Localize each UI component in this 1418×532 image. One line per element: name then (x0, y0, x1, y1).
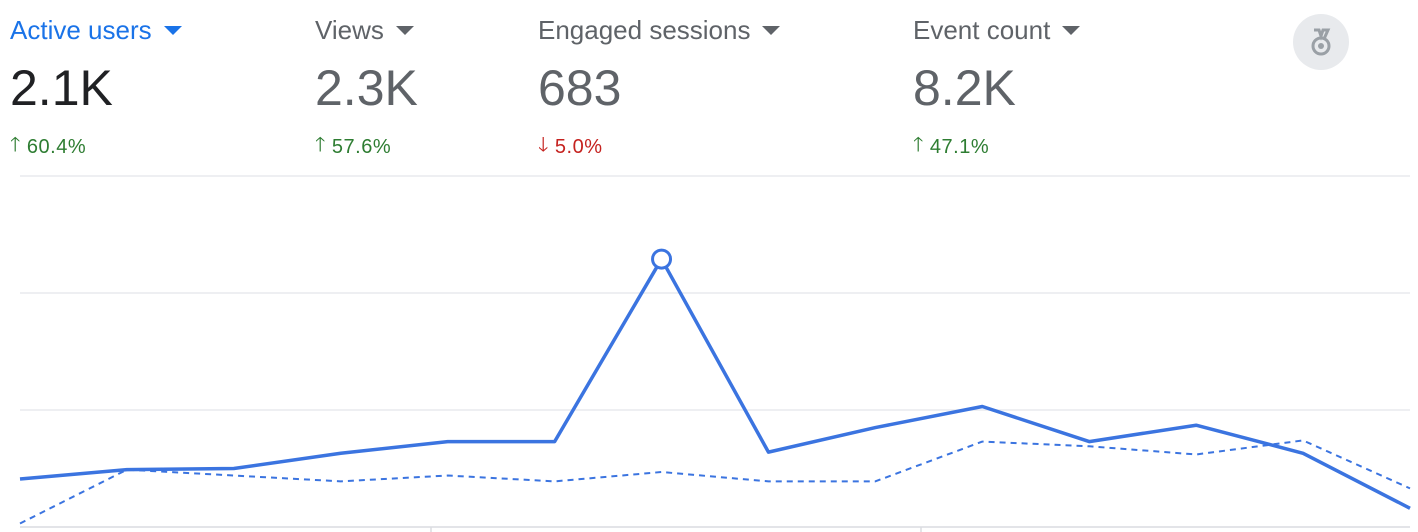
arrow-up-icon: 🡑 (315, 134, 326, 156)
series-previous (19, 439, 1411, 525)
metric-value: 2.3K (315, 60, 418, 116)
change-value: 60.4% (26, 135, 87, 158)
metric-selector[interactable]: Views (315, 12, 418, 48)
change-value: 47.1% (929, 135, 990, 158)
metric-engaged-sessions[interactable]: Engaged sessions 683 🡓 5.0% (538, 12, 781, 164)
caret-down-icon (762, 25, 781, 35)
change-value: 5.0% (554, 135, 603, 158)
caret-down-icon (1062, 25, 1081, 35)
metric-selector[interactable]: Event count (913, 12, 1081, 48)
metric-value: 8.2K (913, 60, 1016, 116)
change-value: 57.6% (331, 135, 392, 158)
metric-label: Active users (10, 14, 152, 45)
metric-change: 🡓 5.0% (538, 130, 780, 164)
metric-label: Engaged sessions (538, 14, 751, 45)
caret-down-icon (163, 25, 182, 35)
series-current (19, 257, 1411, 510)
metric-event-count[interactable]: Event count 8.2K 🡑 47.1% (913, 12, 1081, 164)
arrow-down-icon: 🡓 (538, 134, 549, 156)
metric-label: Views (315, 14, 384, 45)
metric-active-users[interactable]: Active users 2.1K 🡑 60.4% (10, 12, 182, 164)
metric-change: 🡑 47.1% (913, 130, 1080, 164)
caret-down-icon (395, 25, 414, 35)
metric-value: 2.1K (10, 60, 113, 116)
arrow-up-icon: 🡑 (913, 134, 924, 156)
highlight-point (651, 248, 673, 270)
arrow-up-icon: 🡑 (10, 134, 21, 156)
medal-button[interactable] (1293, 14, 1349, 70)
metric-selector[interactable]: Engaged sessions (538, 12, 781, 48)
metric-change: 🡑 60.4% (10, 130, 182, 164)
metric-change: 🡑 57.6% (315, 130, 418, 164)
medal-icon (1311, 28, 1331, 56)
metric-views[interactable]: Views 2.3K 🡑 57.6% (315, 12, 418, 164)
metric-label: Event count (913, 14, 1051, 45)
metric-selector[interactable]: Active users (10, 12, 182, 48)
metric-value: 683 (538, 60, 622, 116)
